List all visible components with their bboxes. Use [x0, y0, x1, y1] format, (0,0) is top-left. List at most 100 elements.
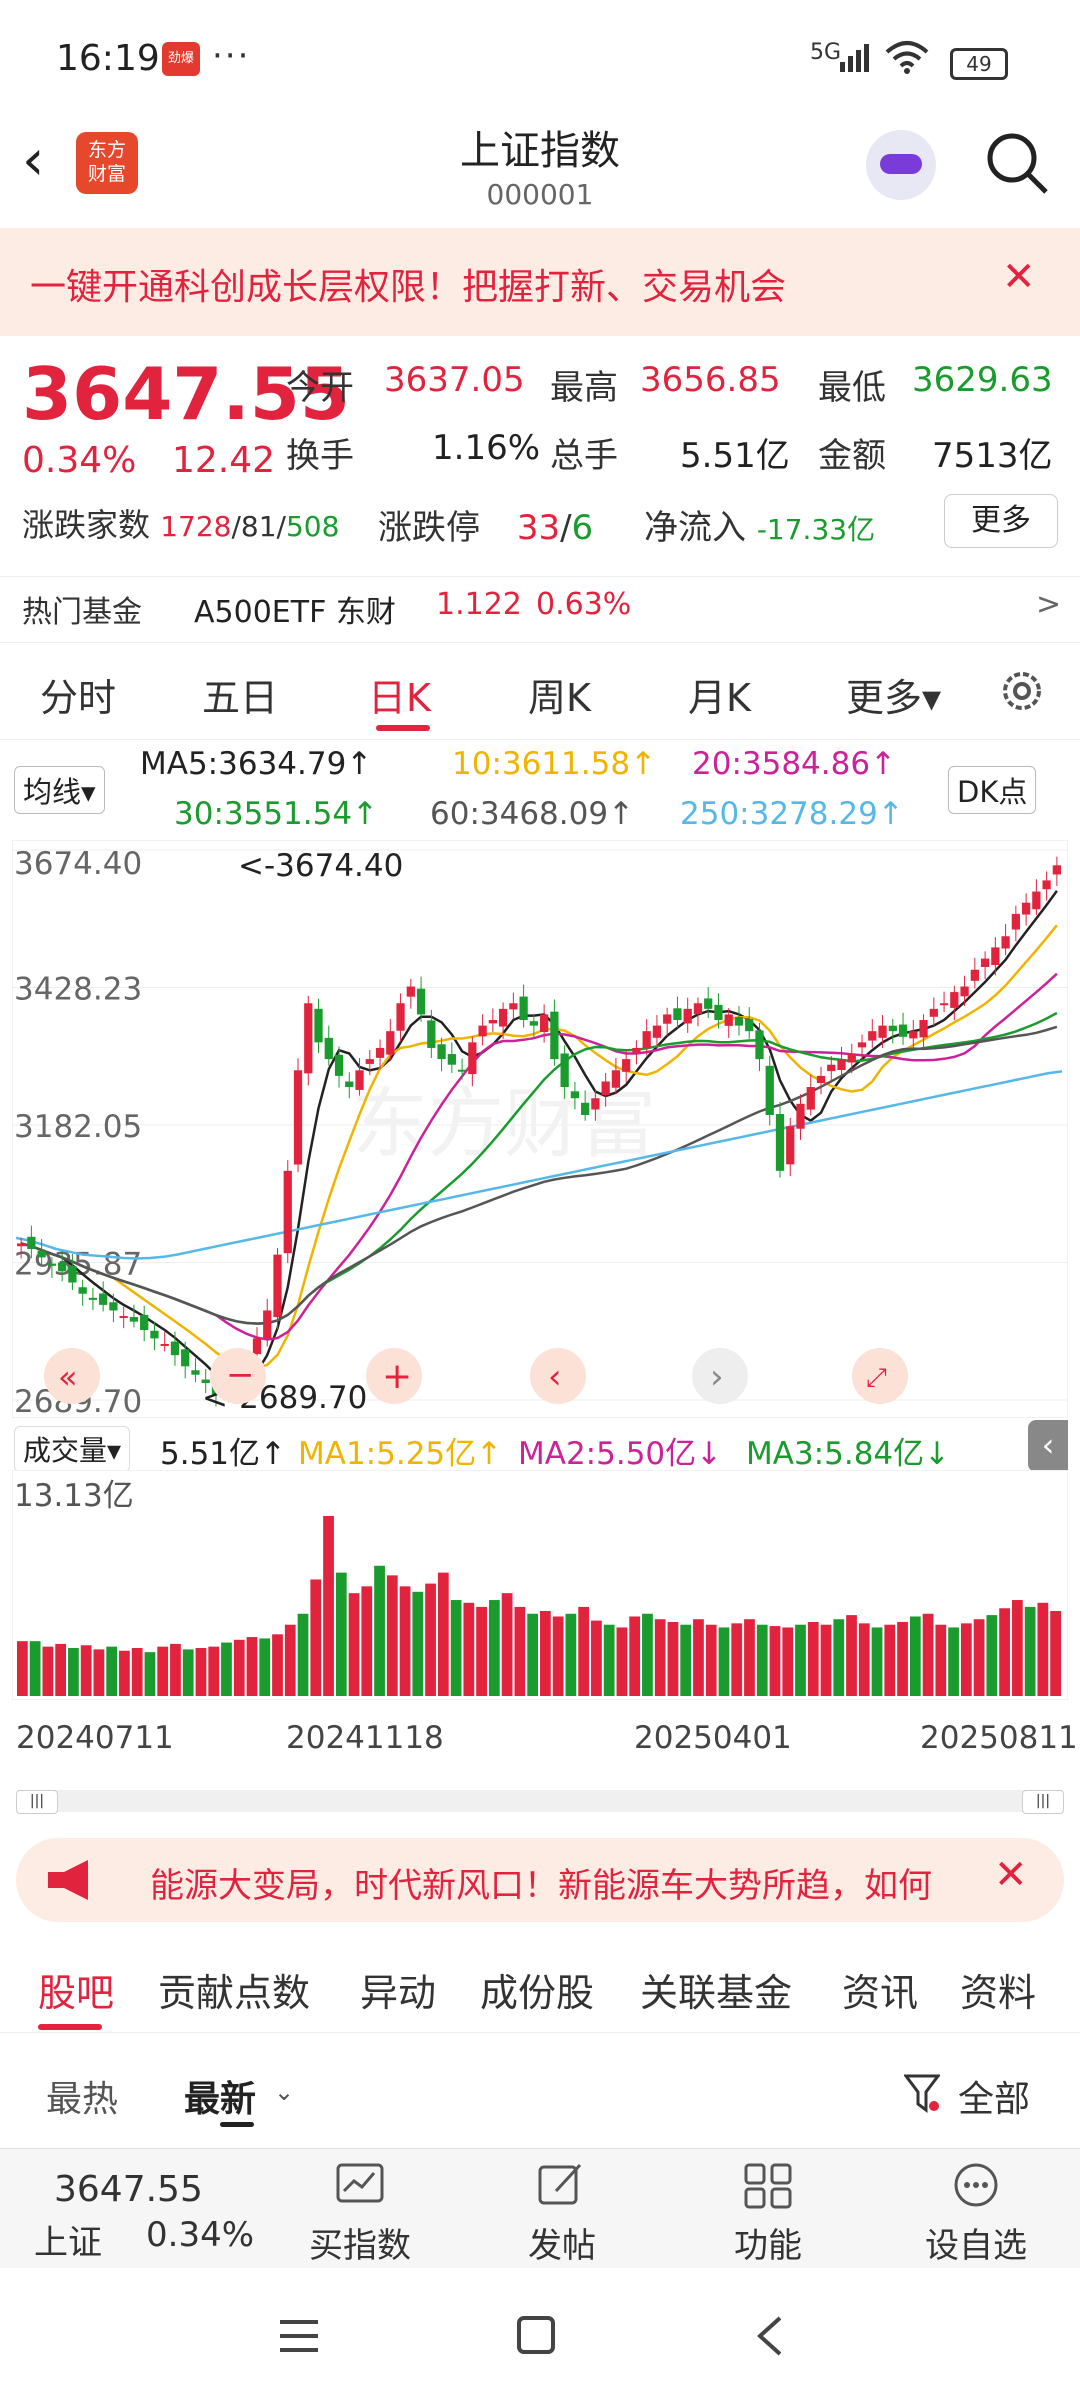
volume-selector[interactable]: 成交量▾: [14, 1426, 131, 1472]
edit-icon: [538, 2163, 582, 2205]
open-value: 3637.05: [384, 360, 525, 400]
candle: [447, 1054, 456, 1065]
volume-label: 总手: [550, 436, 618, 476]
filter-all[interactable]: 全部: [958, 2079, 1031, 2120]
candle: [355, 1070, 364, 1090]
volume-bar: [144, 1652, 156, 1696]
tab-daily-k[interactable]: 日K: [368, 676, 431, 720]
candle: [509, 1003, 518, 1010]
volume-bar: [654, 1619, 666, 1696]
ma10-value: 10:3611.58↑: [452, 746, 657, 782]
candle: [140, 1314, 149, 1331]
candle: [160, 1343, 169, 1346]
close-icon[interactable]: ✕: [994, 1852, 1028, 1898]
hot-fund-name: A500ETF 东财: [194, 595, 396, 630]
tab-news[interactable]: 资讯: [842, 1971, 919, 2015]
candle: [488, 1020, 497, 1024]
tab-hottest[interactable]: 最热: [46, 2079, 119, 2120]
volume-bar: [323, 1516, 334, 1696]
chart-scrollbar[interactable]: ||| |||: [16, 1790, 1064, 1814]
candle: [857, 1042, 867, 1048]
volume-ma3: MA3:5.84亿↓: [746, 1436, 951, 1472]
home-icon[interactable]: [516, 2314, 556, 2358]
chevron-down-icon[interactable]: ⌄: [274, 2078, 295, 2106]
volume-ma2: MA2:5.50亿↓: [518, 1436, 723, 1472]
ma60-value: 60:3468.09↑: [430, 796, 635, 832]
rewind-icon[interactable]: [44, 1348, 100, 1404]
assistant-robot-icon[interactable]: [866, 130, 936, 200]
candle: [529, 1021, 538, 1026]
function-button[interactable]: 功能: [708, 2161, 828, 2267]
ma60-line: [20, 1025, 1058, 1325]
buy-index-label: 买指数: [309, 2226, 411, 2266]
buy-index-button[interactable]: 买指数: [300, 2161, 420, 2267]
search-icon[interactable]: [984, 130, 1050, 196]
bottom-index-name: 上证: [34, 2223, 102, 2263]
close-icon[interactable]: ✕: [1002, 254, 1036, 300]
candle: [950, 992, 959, 1008]
volume-bar: [272, 1634, 283, 1696]
kline-chart[interactable]: 东方财富 3674.403428.233182.052935.872689.70…: [12, 840, 1068, 1418]
volume-bar: [221, 1642, 232, 1696]
candle: [293, 1070, 303, 1165]
y-tick-label: 3182.05: [14, 1109, 142, 1145]
tab-movement[interactable]: 异动: [360, 1971, 437, 2015]
candle: [129, 1317, 139, 1322]
volume-bar: [425, 1583, 436, 1696]
volume-bar: [80, 1645, 92, 1696]
prev-icon[interactable]: [530, 1348, 586, 1404]
candle: [252, 1338, 262, 1355]
filter-icon[interactable]: [904, 2074, 940, 2114]
tab-latest[interactable]: 最新: [184, 2079, 257, 2120]
volume-bar: [744, 1619, 755, 1696]
back-nav-icon[interactable]: [752, 2314, 788, 2358]
ma-selector[interactable]: 均线▾: [14, 766, 105, 814]
candle: [837, 1059, 846, 1071]
tab-related-funds[interactable]: 关联基金: [640, 1971, 793, 2015]
scroll-left-handle[interactable]: |||: [16, 1790, 58, 1814]
volume-bar: [935, 1624, 947, 1696]
ad-banner[interactable]: 能源大变局，时代新风口！新能源车大势所趋，如何 ✕: [16, 1838, 1064, 1922]
back-button[interactable]: ‹: [22, 128, 45, 193]
post-button[interactable]: 发帖: [502, 2161, 622, 2267]
svg-text:⤢: ⤢: [866, 1363, 887, 1393]
zoom-in-icon[interactable]: [366, 1348, 422, 1404]
candle: [868, 1031, 877, 1041]
promo-banner[interactable]: 一键开通科创成长层权限！把握打新、交易机会 ✕: [0, 228, 1080, 336]
volume-bar: [693, 1619, 704, 1696]
ma250-line: [15, 1070, 1063, 1260]
candle: [991, 947, 1000, 966]
hot-fund-row[interactable]: 热门基金 A500ETF 东财 1.122 0.63% >: [0, 576, 1080, 635]
tab-five-day[interactable]: 五日: [202, 676, 279, 720]
tab-profile[interactable]: 资料: [960, 1971, 1037, 2015]
tab-minute[interactable]: 分时: [40, 676, 117, 720]
candle: [734, 1016, 744, 1026]
network-label: 5G: [810, 40, 842, 65]
volume-bar: [680, 1624, 692, 1696]
next-icon[interactable]: [692, 1348, 748, 1404]
scroll-right-handle[interactable]: |||: [1022, 1790, 1064, 1814]
tab-guba[interactable]: 股吧: [38, 1971, 115, 2015]
dk-point-button[interactable]: DK点: [948, 766, 1037, 814]
volume-chart[interactable]: 13.13亿: [12, 1470, 1068, 1700]
volume-bar: [884, 1624, 896, 1696]
candle: [570, 1091, 580, 1099]
netflow-value: -17.33亿: [756, 513, 876, 546]
candle: [663, 1014, 672, 1024]
collapse-side-icon[interactable]: ‹: [1028, 1420, 1068, 1472]
tab-contribution[interactable]: 贡献点数: [158, 1971, 311, 2015]
tab-monthly-k[interactable]: 月K: [688, 676, 751, 720]
menu-icon[interactable]: [278, 2316, 322, 2356]
more-button[interactable]: 更多: [944, 494, 1058, 548]
add-watchlist-button[interactable]: 设自选: [916, 2161, 1036, 2267]
tab-constituents[interactable]: 成份股: [480, 1971, 595, 2015]
volume-bar: [412, 1591, 424, 1696]
tab-more[interactable]: 更多▾: [846, 676, 942, 720]
netflow-label: 净流入: [644, 508, 746, 548]
tab-weekly-k[interactable]: 周K: [528, 676, 591, 720]
fullscreen-icon[interactable]: [852, 1348, 908, 1404]
volume-bar: [106, 1646, 118, 1696]
zoom-out-icon[interactable]: [210, 1348, 266, 1404]
settings-gear-icon[interactable]: [996, 665, 1048, 717]
promo-text: 一键开通科创成长层权限！把握打新、交易机会: [30, 267, 787, 308]
